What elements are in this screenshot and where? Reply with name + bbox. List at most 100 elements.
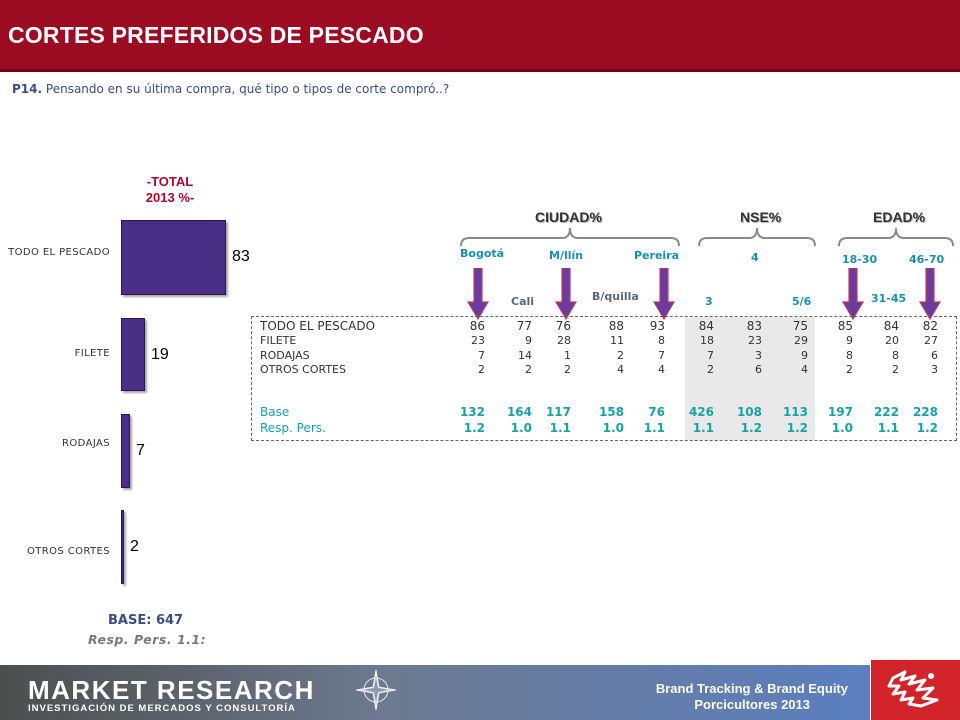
table-cell: 8	[846, 349, 853, 362]
study-name: Brand Tracking & Brand Equity	[655, 681, 848, 696]
nse-column-shading	[685, 317, 815, 440]
seg-nse-56: 5/6	[792, 295, 812, 308]
table-cell: 88	[608, 319, 624, 333]
bar	[121, 318, 145, 391]
table-cell: 4	[801, 363, 808, 376]
category-label: FILETE	[74, 348, 110, 359]
table-cell: 3	[755, 349, 762, 362]
crosstab-table	[251, 316, 957, 441]
category-label: TODO EL PESCADO	[8, 247, 110, 258]
seg-bogota: Bogotá	[460, 247, 505, 260]
table-cell: 1.2	[786, 421, 808, 435]
table-cell: 4	[658, 363, 665, 376]
table-cell: 9	[801, 349, 808, 362]
table-cell: 85	[837, 319, 853, 333]
table-row-label: RODAJAS	[260, 349, 310, 362]
bar-value-label: 19	[151, 346, 169, 363]
brace-edad	[838, 227, 954, 247]
table-cell: 1.2	[740, 421, 762, 435]
table-cell: 426	[688, 405, 714, 419]
total-heading-line1: -TOTAL	[146, 174, 194, 189]
table-cell: 1	[564, 349, 571, 362]
table-cell: 2	[892, 363, 899, 376]
bar-value-label: 7	[136, 442, 145, 459]
table-cell: 1.0	[510, 421, 532, 435]
table-row-label: Resp. Pers.	[260, 421, 326, 435]
table-cell: 164	[506, 405, 532, 419]
table-cell: 7	[707, 349, 714, 362]
table-cell: 86	[469, 319, 485, 333]
arrow-down-icon	[555, 268, 577, 320]
table-cell: 1.2	[463, 421, 485, 435]
table-cell: 84	[883, 319, 899, 333]
total-base: BASE: 647	[108, 613, 184, 628]
study-client: Porcicultores 2013	[694, 697, 810, 712]
table-cell: 77	[516, 319, 532, 333]
table-cell: 8	[658, 334, 665, 347]
page-title: CORTES PREFERIDOS DE PESCADO	[8, 22, 424, 48]
table-cell: 9	[846, 334, 853, 347]
title-bar: CORTES PREFERIDOS DE PESCADO	[0, 0, 960, 72]
table-cell: 1.0	[602, 421, 624, 435]
brace-ciudad	[460, 227, 680, 247]
table-cell: 7	[658, 349, 665, 362]
seg-barranquilla: B/quilla	[592, 290, 639, 303]
table-row-label: FILETE	[260, 334, 297, 347]
company-tagline: INVESTIGACIÓN DE MERCADOS Y CONSULTORÍA	[28, 703, 296, 714]
bar	[121, 220, 226, 295]
question-number: P14.	[12, 82, 43, 96]
table-cell: 6	[755, 363, 762, 376]
table-cell: 76	[555, 319, 571, 333]
table-cell: 108	[736, 405, 762, 419]
arrow-down-icon	[653, 268, 675, 320]
table-cell: 1.1	[643, 421, 665, 435]
seg-pereira: Pereira	[634, 249, 680, 262]
table-cell: 82	[922, 319, 938, 333]
arrow-down-icon	[919, 268, 941, 320]
table-cell: 7	[478, 349, 485, 362]
table-cell: 228	[912, 405, 938, 419]
table-cell: 222	[873, 405, 899, 419]
table-cell: 83	[746, 319, 762, 333]
pig-logo-icon	[887, 670, 939, 708]
group-edad: EDAD%	[873, 209, 926, 225]
table-cell: 23	[471, 334, 485, 347]
table-cell: 6	[931, 349, 938, 362]
seg-cali: Cali	[511, 295, 535, 308]
table-cell: 1.0	[831, 421, 853, 435]
table-cell: 3	[931, 363, 938, 376]
table-cell: 2	[564, 363, 571, 376]
group-nse: NSE%	[740, 209, 782, 225]
company-name: MARKET RESEARCH	[28, 675, 315, 705]
table-cell: 4	[617, 363, 624, 376]
table-cell: 84	[698, 319, 714, 333]
group-ciudad: CIUDAD%	[535, 209, 602, 225]
table-cell: 132	[459, 405, 485, 419]
table-cell: 18	[700, 334, 714, 347]
seg-medellin: M/llín	[549, 249, 584, 262]
table-cell: 158	[598, 405, 624, 419]
table-cell: 2	[525, 363, 532, 376]
bar	[121, 510, 124, 584]
table-row-label: TODO EL PESCADO	[260, 319, 376, 333]
table-row-label: Base	[260, 405, 290, 419]
category-label: OTROS CORTES	[27, 546, 110, 557]
arrow-down-icon	[842, 268, 864, 320]
question-body: Pensando en su última compra, qué tipo o…	[45, 82, 450, 96]
bar	[121, 414, 130, 488]
compass-icon	[355, 669, 397, 711]
table-cell: 75	[792, 319, 808, 333]
seg-nse-4: 4	[751, 251, 759, 264]
table-cell: 76	[648, 405, 665, 419]
table-cell: 113	[782, 405, 808, 419]
brace-nse	[698, 227, 816, 247]
table-cell: 1.1	[877, 421, 899, 435]
category-label: RODAJAS	[62, 438, 110, 449]
table-cell: 23	[748, 334, 762, 347]
table-row-label: OTROS CORTES	[260, 363, 346, 376]
table-cell: 93	[649, 319, 665, 333]
table-cell: 27	[924, 334, 938, 347]
table-cell: 28	[557, 334, 571, 347]
seg-nse-3: 3	[705, 295, 713, 308]
table-cell: 2	[617, 349, 624, 362]
